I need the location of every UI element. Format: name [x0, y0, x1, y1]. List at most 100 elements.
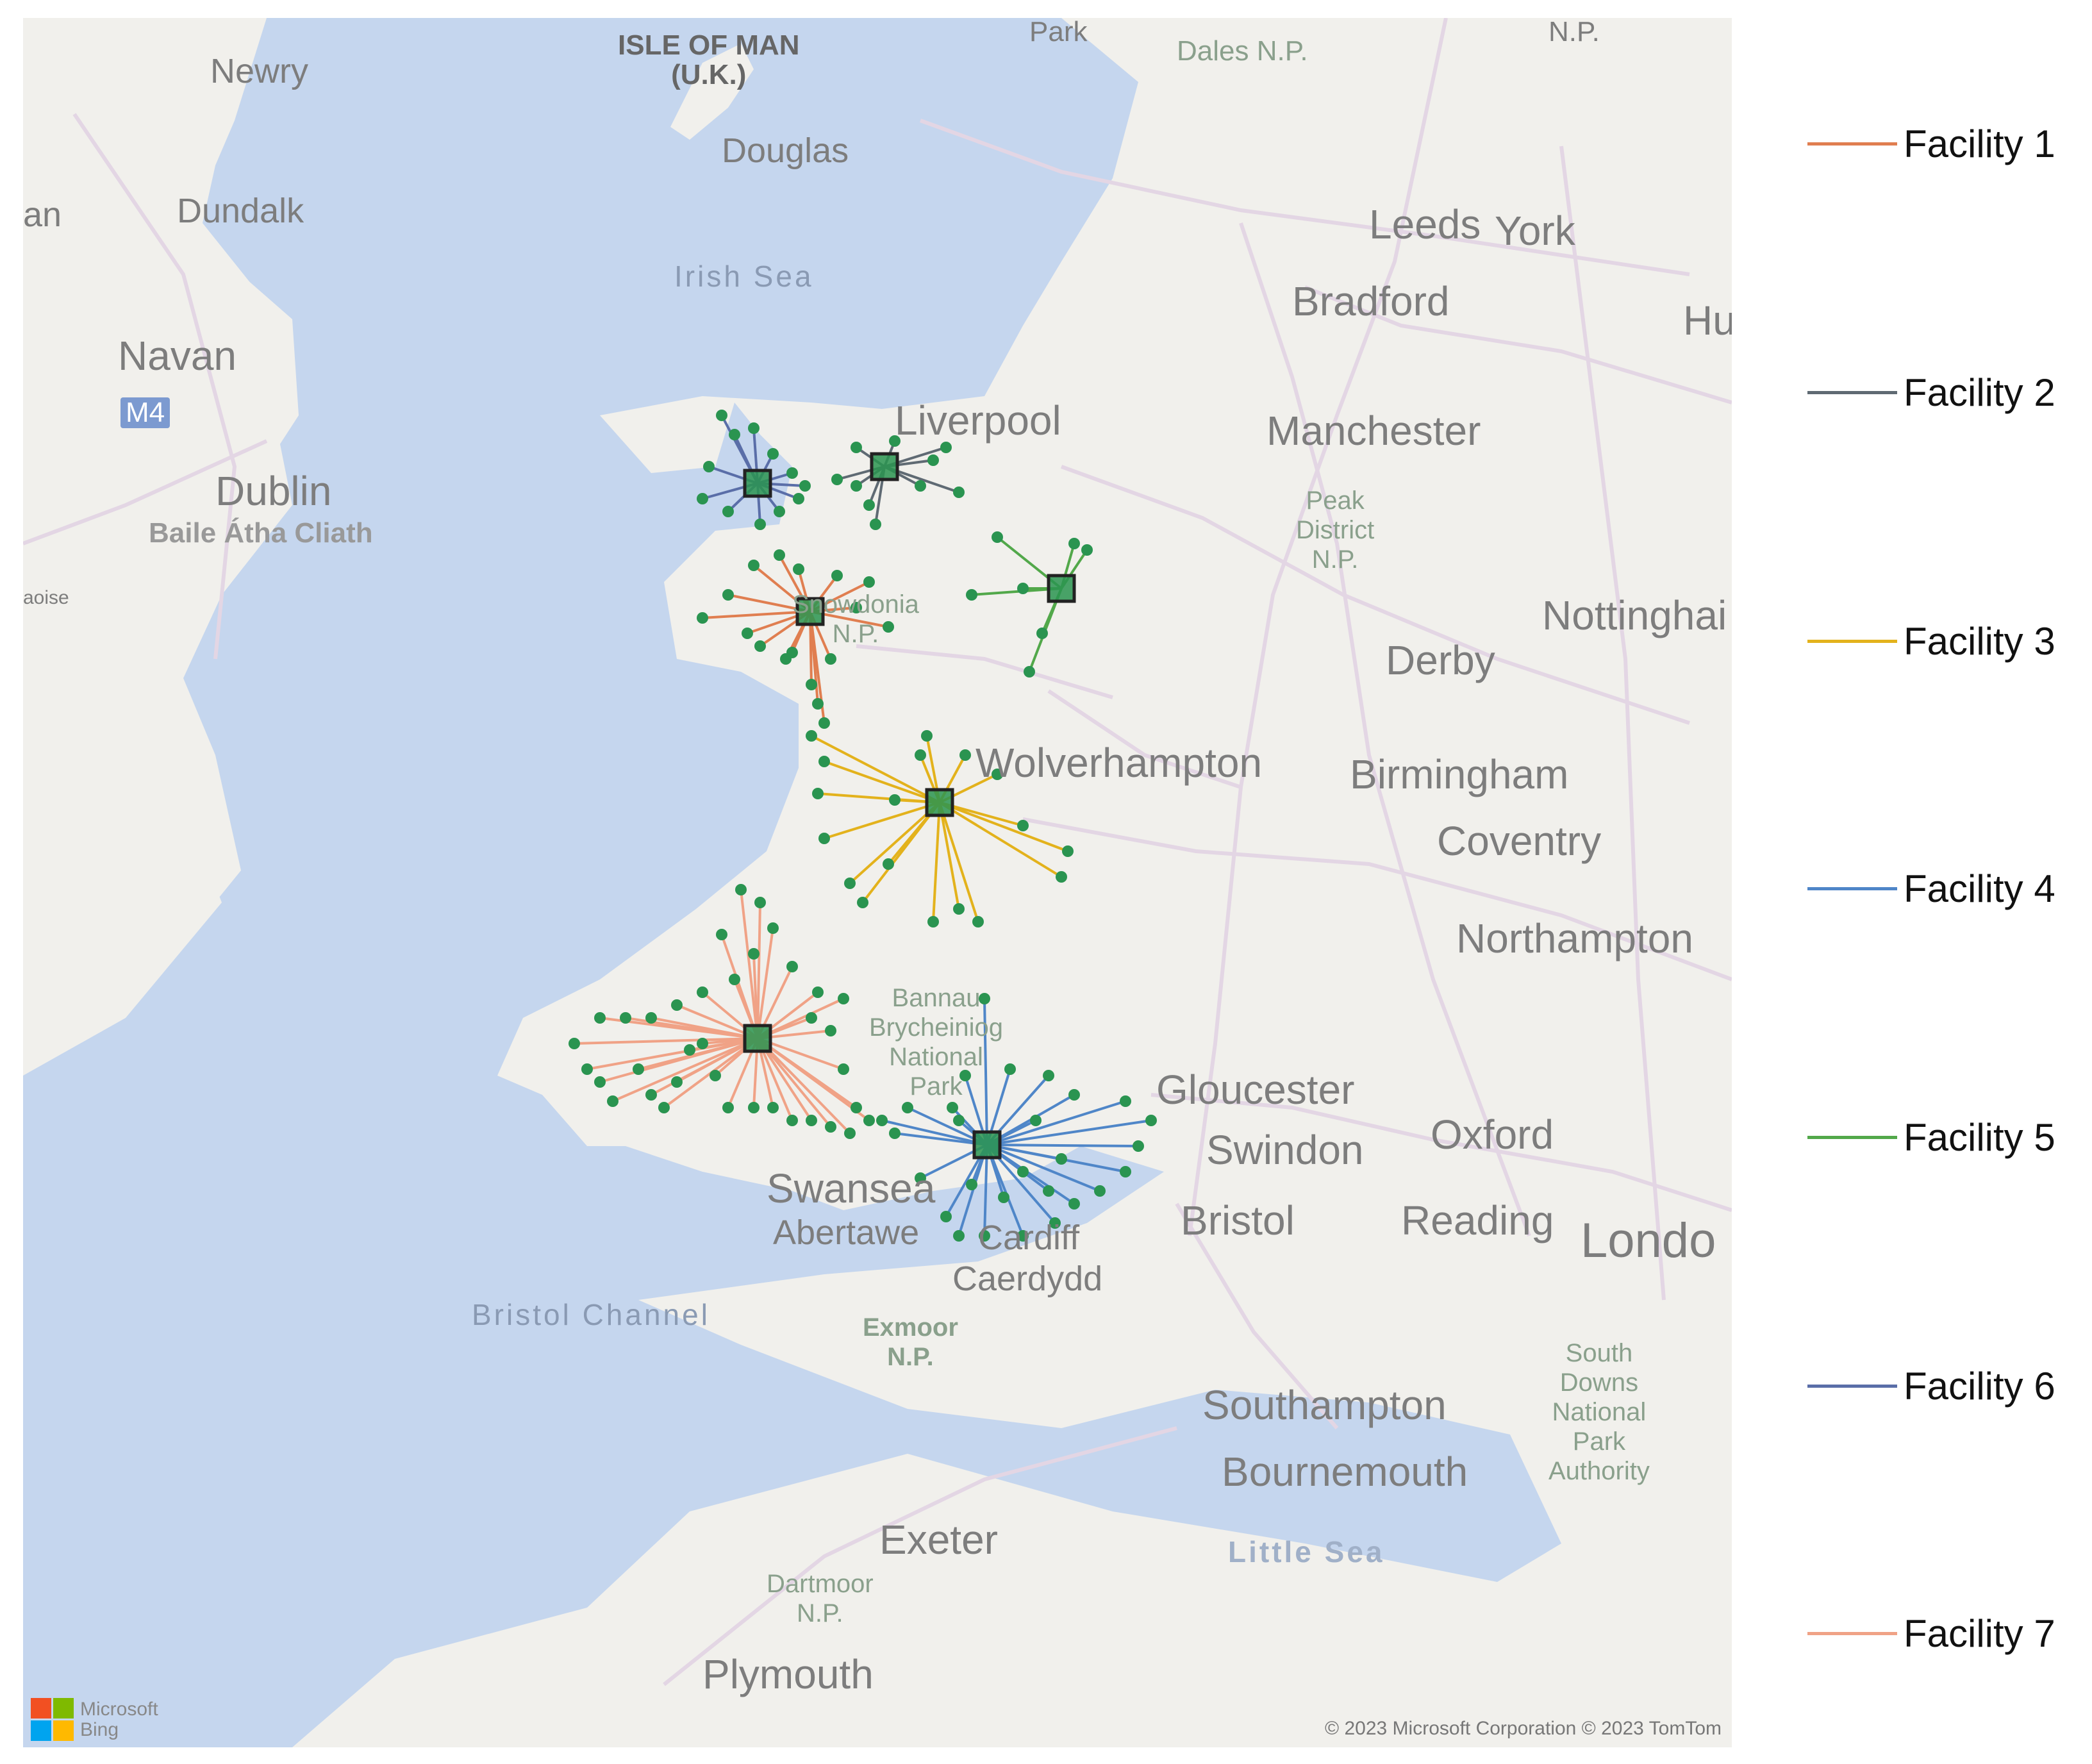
demand-point[interactable]	[780, 653, 792, 665]
demand-point[interactable]	[940, 442, 952, 453]
demand-point[interactable]	[959, 749, 971, 761]
demand-point[interactable]	[838, 993, 849, 1004]
demand-point[interactable]	[1145, 1115, 1157, 1126]
demand-point[interactable]	[902, 1102, 913, 1113]
demand-point[interactable]	[569, 1038, 580, 1049]
demand-point[interactable]	[953, 1115, 965, 1126]
demand-point[interactable]	[799, 480, 811, 492]
demand-point[interactable]	[1068, 1198, 1080, 1210]
legend-item[interactable]: Facility 7	[1807, 1611, 2055, 1656]
map-canvas[interactable]: Newry ISLE OF MAN (U.K.) Park Dales N.P.…	[23, 18, 1732, 1747]
demand-point[interactable]	[966, 589, 977, 601]
demand-point[interactable]	[754, 519, 766, 530]
demand-point[interactable]	[915, 1172, 926, 1184]
demand-point[interactable]	[857, 897, 868, 908]
demand-point[interactable]	[774, 549, 785, 561]
facility-marker[interactable]	[795, 597, 825, 626]
demand-point[interactable]	[735, 884, 747, 895]
demand-point[interactable]	[818, 756, 830, 767]
demand-point[interactable]	[818, 717, 830, 729]
demand-point[interactable]	[812, 788, 824, 799]
demand-point[interactable]	[793, 493, 804, 504]
demand-point[interactable]	[581, 1063, 593, 1075]
demand-point[interactable]	[748, 422, 760, 434]
facility-marker[interactable]	[743, 469, 772, 498]
demand-point[interactable]	[1017, 1166, 1029, 1177]
demand-point[interactable]	[697, 493, 708, 504]
demand-point[interactable]	[697, 1038, 708, 1049]
demand-point[interactable]	[889, 435, 901, 447]
demand-point[interactable]	[697, 612, 708, 624]
demand-point[interactable]	[1043, 1185, 1054, 1197]
demand-point[interactable]	[889, 1127, 901, 1139]
demand-point[interactable]	[992, 531, 1003, 543]
legend-item[interactable]: Facility 3	[1807, 619, 2055, 663]
demand-point[interactable]	[979, 1230, 990, 1242]
facility-marker[interactable]	[743, 1024, 772, 1053]
demand-point[interactable]	[786, 961, 798, 972]
demand-point[interactable]	[851, 480, 862, 492]
demand-point[interactable]	[851, 602, 862, 613]
demand-point[interactable]	[921, 730, 933, 742]
demand-point[interactable]	[722, 589, 734, 601]
legend-item[interactable]: Facility 5	[1807, 1115, 2055, 1160]
demand-point[interactable]	[1068, 1089, 1080, 1101]
demand-point[interactable]	[992, 769, 1003, 780]
demand-point[interactable]	[876, 1115, 888, 1126]
demand-point[interactable]	[851, 1102, 862, 1113]
demand-point[interactable]	[774, 506, 785, 517]
demand-point[interactable]	[684, 1044, 695, 1056]
demand-point[interactable]	[1024, 666, 1035, 678]
demand-point[interactable]	[883, 858, 894, 870]
demand-point[interactable]	[722, 506, 734, 517]
demand-point[interactable]	[825, 1121, 836, 1133]
demand-point[interactable]	[831, 474, 843, 485]
demand-point[interactable]	[915, 480, 926, 492]
demand-point[interactable]	[645, 1089, 657, 1101]
demand-point[interactable]	[786, 467, 798, 479]
demand-point[interactable]	[748, 1102, 760, 1113]
demand-point[interactable]	[748, 948, 760, 960]
demand-point[interactable]	[703, 461, 715, 472]
demand-point[interactable]	[1133, 1140, 1144, 1152]
demand-point[interactable]	[1036, 628, 1048, 639]
demand-point[interactable]	[1062, 845, 1074, 857]
demand-point[interactable]	[645, 1012, 657, 1024]
demand-point[interactable]	[1049, 1217, 1061, 1229]
demand-point[interactable]	[818, 833, 830, 844]
demand-point[interactable]	[716, 410, 727, 421]
demand-point[interactable]	[953, 903, 965, 915]
demand-point[interactable]	[915, 749, 926, 761]
demand-point[interactable]	[697, 986, 708, 998]
facility-marker[interactable]	[925, 788, 954, 817]
demand-point[interactable]	[1094, 1185, 1106, 1197]
demand-point[interactable]	[940, 1211, 952, 1222]
demand-point[interactable]	[1030, 1115, 1042, 1126]
demand-point[interactable]	[806, 1012, 817, 1024]
demand-point[interactable]	[729, 974, 740, 985]
legend-item[interactable]: Facility 4	[1807, 867, 2055, 911]
demand-point[interactable]	[851, 442, 862, 453]
demand-point[interactable]	[754, 640, 766, 652]
demand-point[interactable]	[1056, 1153, 1067, 1165]
demand-point[interactable]	[863, 499, 875, 511]
legend-item[interactable]: Facility 1	[1807, 122, 2055, 166]
demand-point[interactable]	[767, 922, 779, 934]
demand-point[interactable]	[594, 1012, 606, 1024]
demand-point[interactable]	[716, 929, 727, 940]
demand-point[interactable]	[1120, 1166, 1131, 1177]
demand-point[interactable]	[972, 916, 984, 928]
demand-point[interactable]	[1004, 1063, 1016, 1075]
demand-point[interactable]	[710, 1070, 721, 1081]
demand-point[interactable]	[1017, 820, 1029, 831]
demand-point[interactable]	[786, 1115, 798, 1126]
demand-point[interactable]	[806, 679, 817, 690]
demand-point[interactable]	[883, 621, 894, 633]
demand-point[interactable]	[742, 628, 753, 639]
demand-point[interactable]	[953, 1230, 965, 1242]
demand-point[interactable]	[825, 1025, 836, 1036]
demand-point[interactable]	[806, 730, 817, 742]
demand-point[interactable]	[671, 1076, 683, 1088]
demand-point[interactable]	[594, 1076, 606, 1088]
demand-point[interactable]	[812, 986, 824, 998]
